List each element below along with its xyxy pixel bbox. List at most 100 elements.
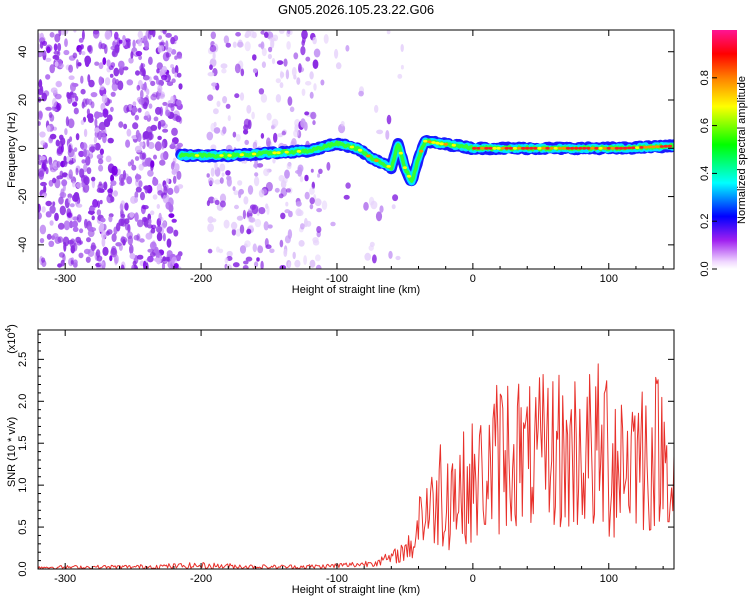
noise-speckle [98, 181, 103, 186]
signal-peak [557, 146, 562, 150]
noise-speckle [156, 232, 163, 242]
noise-speckle [56, 175, 64, 180]
noise-speckle [309, 204, 314, 210]
noise-speckle [60, 30, 65, 36]
noise-speckle [253, 163, 258, 168]
noise-speckle [156, 68, 160, 74]
noise-speckle [222, 126, 227, 134]
noise-speckle [395, 255, 401, 261]
noise-speckle [72, 226, 79, 232]
noise-speckle [99, 148, 104, 155]
noise-speckle [312, 120, 316, 126]
noise-speckle [84, 55, 92, 65]
noise-speckle [286, 41, 291, 50]
spectrogram-xtick-label: -100 [326, 273, 348, 285]
snr-axes: -300 -200 -100 0 100 0.0 0.5 1.0 1.5 2.0 2.5 [17, 330, 674, 585]
noise-speckle [148, 218, 152, 225]
noise-speckle [150, 124, 158, 131]
noise-speckle [99, 261, 105, 266]
noise-speckle [178, 83, 183, 90]
noise-speckle [99, 112, 104, 118]
noise-speckle [392, 194, 399, 202]
noise-speckle [57, 51, 61, 56]
noise-speckle [156, 62, 163, 70]
noise-speckle [122, 170, 126, 180]
noise-speckle [57, 263, 63, 268]
noise-speckle [146, 88, 150, 96]
noise-speckle [171, 169, 177, 175]
noise-speckle [115, 79, 120, 85]
noise-speckle [94, 118, 98, 128]
spectrogram-ytick-label: -20 [17, 189, 29, 205]
noise-speckle [148, 103, 153, 109]
noise-speckle [98, 76, 103, 86]
noise-speckle [49, 133, 57, 140]
signal-peak [284, 150, 289, 154]
noise-speckle [55, 139, 60, 147]
noise-speckle [39, 85, 44, 92]
noise-speckle [138, 98, 145, 105]
noise-speckle [45, 167, 49, 175]
noise-speckle [235, 32, 242, 37]
noise-speckle [280, 71, 285, 78]
noise-speckle [86, 237, 91, 243]
noise-speckle [117, 37, 121, 47]
noise-speckle [136, 254, 144, 260]
signal-peak [651, 145, 656, 149]
noise-speckle [72, 52, 78, 59]
noise-speckle [219, 193, 227, 203]
noise-speckle [49, 64, 55, 74]
noise-speckle [87, 45, 92, 53]
noise-speckle [138, 163, 144, 171]
noise-speckle [293, 52, 299, 60]
noise-speckle [159, 119, 166, 127]
signal-peak [427, 140, 432, 144]
noise-speckle [343, 194, 350, 200]
noise-speckle [304, 217, 308, 228]
noise-speckle [129, 244, 134, 255]
signal-peak [276, 151, 281, 155]
noise-speckle [212, 51, 216, 60]
noise-speckle [38, 121, 41, 126]
signal-peak [533, 146, 538, 150]
noise-speckle [72, 101, 78, 107]
noise-speckle [40, 181, 47, 187]
noise-speckle [60, 188, 65, 198]
noise-speckle [46, 125, 51, 132]
signal-peak [639, 146, 644, 149]
noise-speckle [397, 73, 403, 79]
noise-speckle [246, 104, 252, 114]
noise-speckle [100, 43, 107, 50]
noise-speckle [214, 199, 220, 205]
noise-speckle [236, 215, 244, 221]
noise-speckle [267, 53, 272, 60]
noise-speckle [223, 35, 230, 44]
noise-speckle [313, 83, 317, 91]
noise-speckle [96, 209, 102, 216]
noise-speckle [278, 175, 285, 182]
signal-peak [659, 145, 664, 148]
noise-speckle [139, 238, 145, 243]
noise-speckle [107, 187, 113, 198]
noise-speckle [256, 257, 260, 262]
signal-peak [398, 151, 403, 155]
noise-speckle [54, 178, 61, 189]
noise-speckle [75, 236, 82, 244]
noise-speckle [207, 94, 214, 101]
noise-speckle [206, 131, 214, 141]
noise-speckle [376, 129, 384, 135]
noise-speckle [70, 260, 74, 265]
noise-speckle [72, 181, 76, 188]
noise-speckle [137, 30, 143, 39]
signal-peak [631, 146, 636, 150]
noise-speckle [135, 186, 142, 193]
signal-peak [627, 146, 632, 150]
noise-speckle [283, 58, 288, 67]
noise-speckle [162, 30, 167, 35]
noise-speckle [176, 72, 182, 78]
noise-speckle [144, 157, 151, 167]
signal-peak [194, 154, 200, 157]
noise-speckle [258, 207, 266, 215]
noise-speckle [142, 74, 150, 81]
noise-speckle [75, 59, 79, 69]
